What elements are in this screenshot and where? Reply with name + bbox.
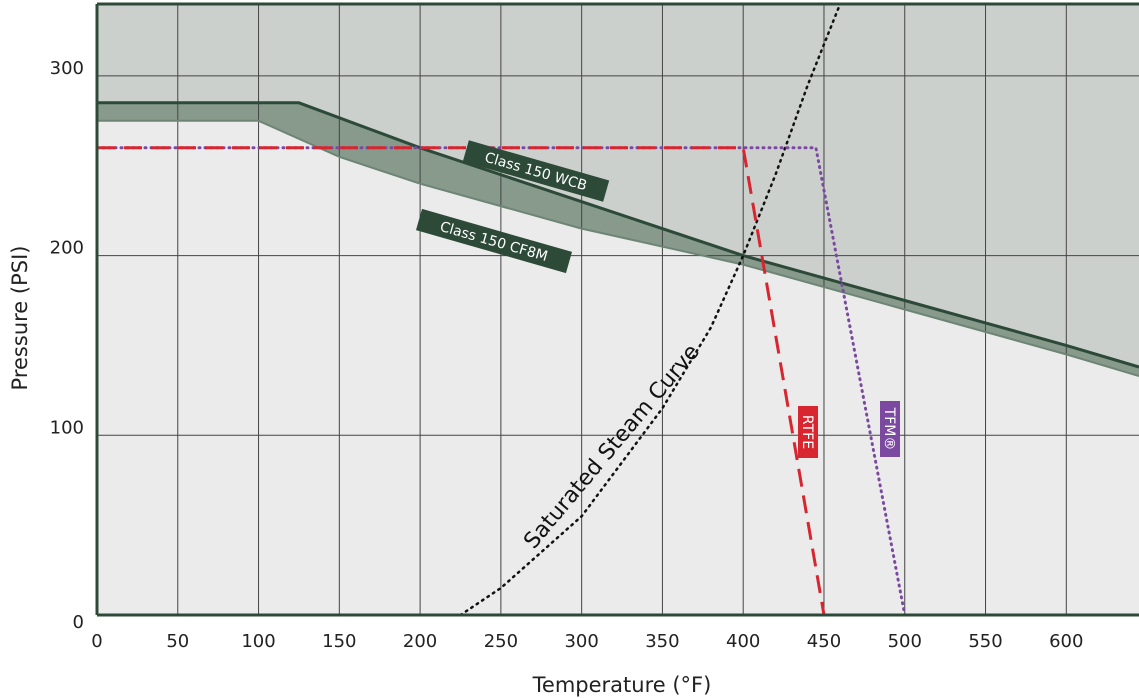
x-tick-label-0: 0 [91, 631, 102, 652]
x-tick-label-600: 600 [1049, 631, 1083, 652]
line-rtfe [97, 146, 826, 615]
x-tick-label-500: 500 [888, 631, 922, 652]
y-tick-label-100: 100 [50, 417, 84, 438]
y-tick-label-200: 200 [50, 238, 84, 259]
x-tick-label-350: 350 [645, 631, 679, 652]
y-axis-title: Pressure (PSI) [8, 246, 32, 391]
x-tick-label-50: 50 [166, 631, 189, 652]
x-axis-title: Temperature (°F) [532, 673, 712, 697]
x-tick-label-300: 300 [564, 631, 598, 652]
x-tick-label-550: 550 [968, 631, 1002, 652]
y-tick-label-0: 0 [73, 612, 84, 633]
x-tick-label-250: 250 [484, 631, 518, 652]
region-above-wcb [97, 4, 1139, 367]
line-class-150-cf8m [97, 119, 1139, 377]
label-tfm-text: TFM® [881, 407, 897, 451]
line-class-150-wcb [97, 101, 1139, 369]
label-rtfe-text: RTFE [799, 415, 815, 449]
label-tfm: TFM® [880, 401, 900, 457]
x-tick-label-100: 100 [241, 631, 275, 652]
x-tick-label-150: 150 [322, 631, 356, 652]
x-tick-label-400: 400 [726, 631, 760, 652]
line-saturated-steam-curve [459, 4, 842, 615]
label-rtfe: RTFE [798, 406, 818, 458]
line-tfm [97, 146, 907, 615]
x-tick-label-200: 200 [403, 631, 437, 652]
x-tick-label-450: 450 [807, 631, 841, 652]
y-tick-label-300: 300 [50, 58, 84, 79]
